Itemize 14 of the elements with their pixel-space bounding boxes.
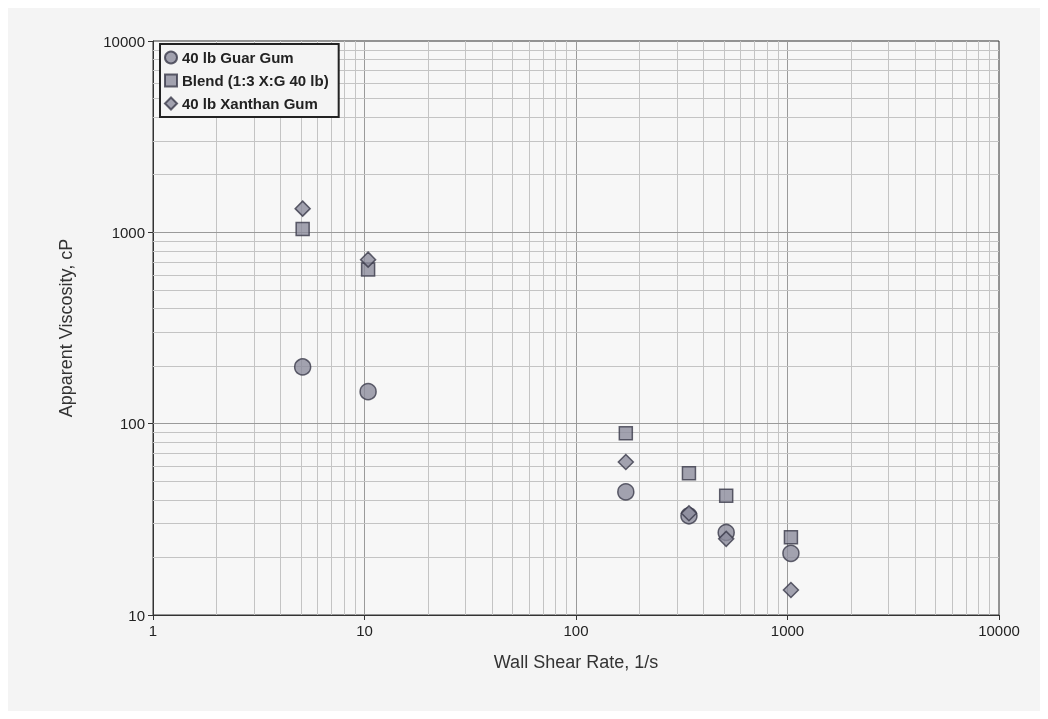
y-tick-label: 10 [128, 606, 145, 624]
x-tick-label: 100 [563, 622, 589, 639]
x-tick-label: 10000 [978, 622, 1020, 639]
x-tick-label: 1000 [770, 622, 805, 639]
y-axis-title: Apparent Viscosity, cP [56, 238, 76, 418]
legend-label: 40 lb Xanthan Gum [182, 95, 318, 112]
x-axis-title: Wall Shear Rate, 1/s [493, 652, 659, 672]
y-tick-label: 10000 [103, 32, 145, 50]
y-tick-label: 1000 [111, 223, 145, 241]
legend-label: Blend (1:3 X:G 40 lb) [182, 72, 329, 89]
x-tick-label: 1 [148, 622, 158, 639]
legend-label: 40 lb Guar Gum [182, 49, 294, 66]
y-tick-label: 100 [119, 415, 145, 433]
x-tick-label: 10 [356, 622, 373, 639]
